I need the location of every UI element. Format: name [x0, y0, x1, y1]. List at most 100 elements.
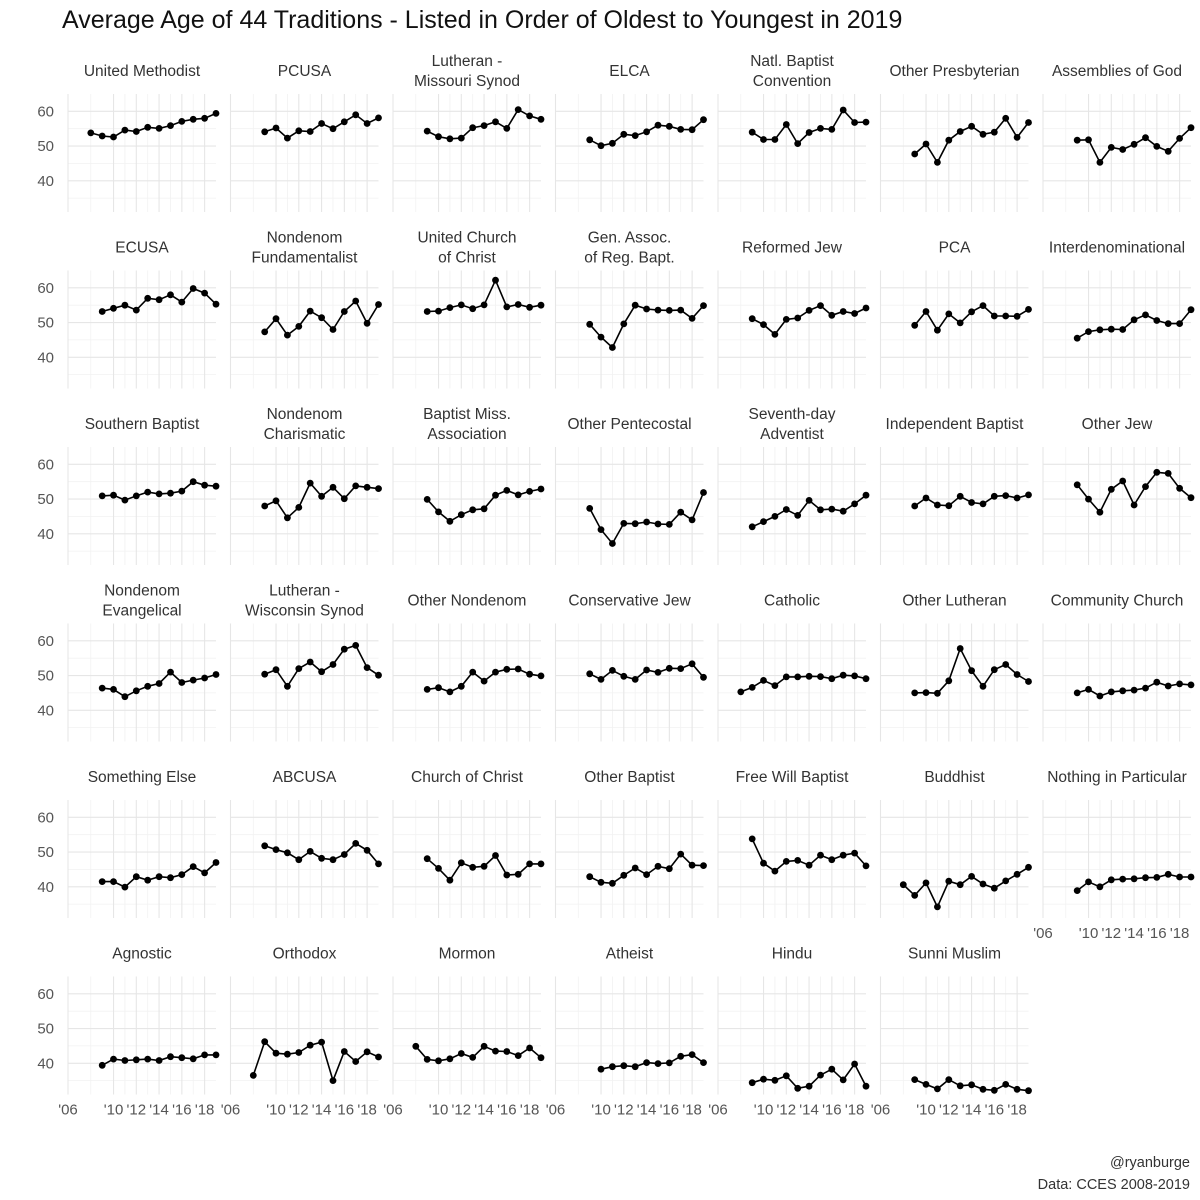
caption-author: @ryanburge	[1110, 1155, 1190, 1171]
data-point	[329, 125, 337, 133]
x-tick-label: '12	[939, 1102, 959, 1119]
data-point	[945, 1076, 953, 1083]
data-point	[862, 675, 870, 683]
data-point	[1085, 136, 1092, 144]
data-point	[771, 331, 779, 338]
data-point	[503, 665, 511, 673]
data-point	[1107, 485, 1115, 493]
data-point	[631, 520, 639, 528]
series-line	[90, 112, 217, 138]
panel: Orthodox '06 '10'12'14'16'18	[221, 946, 382, 1119]
data-point	[794, 1084, 802, 1092]
data-point	[201, 289, 209, 297]
data-point	[911, 150, 919, 158]
data-point	[284, 514, 291, 522]
data-point	[526, 303, 533, 311]
data-point	[771, 867, 779, 875]
x-tick-label: '18	[357, 1102, 377, 1119]
data-point	[677, 508, 685, 516]
panel-title: Nondenom	[267, 406, 343, 423]
panel: Mormon '06 '10'12'14'16'18	[383, 946, 545, 1119]
x-tick-label: '16	[1147, 925, 1167, 942]
data-point	[503, 124, 511, 132]
data-point	[911, 321, 919, 329]
data-point	[261, 328, 269, 336]
y-tick-label: 60	[37, 280, 54, 297]
data-point	[851, 672, 858, 680]
data-point	[98, 878, 106, 885]
data-point	[492, 1047, 499, 1055]
data-point	[261, 1038, 269, 1046]
panel-title: Independent Baptist	[886, 416, 1025, 433]
panel-title: of Christ	[438, 250, 496, 267]
data-point	[261, 842, 269, 850]
data-point	[922, 879, 930, 887]
data-point	[363, 664, 371, 671]
panel-title: Southern Baptist	[85, 416, 200, 433]
data-point	[189, 285, 197, 292]
y-tick-label: 50	[37, 668, 54, 685]
data-point	[1119, 326, 1127, 333]
caption-source: Data: CCES 2008-2019	[1038, 1177, 1190, 1193]
data-point	[911, 1076, 919, 1083]
data-point	[1142, 684, 1149, 692]
data-point	[1153, 678, 1161, 686]
data-point	[631, 132, 639, 140]
y-tick-label: 50	[37, 315, 54, 332]
data-point	[98, 308, 106, 315]
data-point	[155, 1057, 163, 1064]
data-point	[1107, 325, 1115, 333]
data-point	[446, 135, 454, 143]
data-point	[446, 688, 454, 696]
x-tick-label: '12	[452, 1102, 472, 1119]
panel: Sunni Muslim '06 '10'12'14'16'18	[871, 946, 1032, 1119]
data-point	[1013, 671, 1021, 678]
panel: ABCUSA	[229, 769, 382, 918]
data-point	[480, 677, 488, 685]
data-point	[87, 129, 95, 137]
panel: Gen. Assoc. of Reg. Bapt.	[554, 230, 707, 389]
data-point	[514, 870, 522, 878]
data-point	[295, 1049, 303, 1056]
data-point	[480, 1042, 488, 1050]
panel: Assemblies of God	[1042, 63, 1195, 212]
data-point	[514, 491, 522, 499]
panel: Nondenom Charismatic	[229, 406, 382, 565]
data-point	[782, 316, 790, 323]
data-point	[272, 1049, 280, 1057]
data-point	[132, 873, 140, 881]
panel: Seventh-day Adventist	[717, 406, 870, 565]
panel: Southern Baptist 40 50 60	[37, 416, 220, 565]
data-point	[329, 856, 337, 864]
data-point	[677, 1052, 685, 1060]
data-point	[1085, 495, 1092, 503]
data-point	[412, 1042, 420, 1050]
data-point	[945, 877, 953, 885]
data-point	[295, 323, 303, 330]
data-point	[110, 1055, 117, 1063]
data-point	[817, 851, 824, 859]
data-point	[620, 672, 628, 680]
data-point	[526, 1044, 533, 1052]
data-point	[1002, 312, 1010, 320]
x-tick-label: '10	[266, 1102, 286, 1119]
data-point	[597, 676, 605, 683]
data-point	[862, 304, 870, 312]
data-point	[1002, 1081, 1010, 1088]
data-point	[340, 308, 348, 315]
data-point	[609, 879, 616, 887]
data-point	[144, 682, 152, 690]
panel-title: Free Will Baptist	[736, 769, 850, 786]
data-point	[1073, 334, 1081, 342]
x-tick-label: '10	[591, 1102, 611, 1119]
x-tick-label: '16	[822, 1102, 842, 1119]
data-point	[1085, 878, 1092, 886]
x-tick-label: '16	[985, 1102, 1005, 1119]
data-point	[677, 306, 685, 314]
data-point	[329, 661, 337, 668]
panel: Free Will Baptist	[717, 769, 870, 918]
data-point	[748, 835, 756, 843]
data-point	[839, 308, 847, 315]
data-point	[457, 301, 465, 309]
panel-title: PCUSA	[278, 63, 332, 80]
